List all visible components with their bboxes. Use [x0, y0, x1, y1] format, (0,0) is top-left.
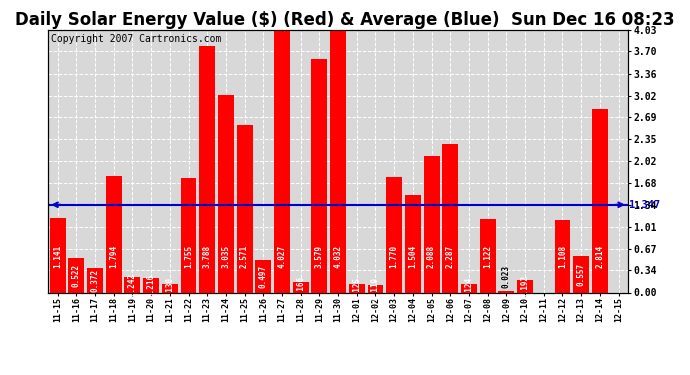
Bar	[386, 177, 402, 292]
Text: 1.108: 1.108	[558, 245, 567, 268]
Text: 1.141: 1.141	[53, 245, 62, 268]
Text: 1.347: 1.347	[629, 200, 660, 210]
Text: 1.755: 1.755	[184, 245, 193, 268]
Bar	[424, 156, 440, 292]
Bar	[368, 285, 384, 292]
Bar	[573, 256, 589, 292]
Text: 1.794: 1.794	[109, 245, 118, 268]
Text: 0.497: 0.497	[259, 265, 268, 288]
Text: 2.287: 2.287	[446, 245, 455, 268]
Text: 2.571: 2.571	[240, 245, 249, 268]
Bar	[461, 284, 477, 292]
Text: 1.770: 1.770	[390, 245, 399, 268]
Bar	[162, 284, 178, 292]
Bar	[181, 178, 197, 292]
Text: 2.814: 2.814	[595, 245, 604, 268]
Text: Copyright 2007 Cartronics.com: Copyright 2007 Cartronics.com	[51, 34, 221, 44]
Bar	[255, 260, 271, 292]
Bar	[106, 176, 121, 292]
Bar	[592, 109, 608, 292]
Text: 3.579: 3.579	[315, 245, 324, 268]
Bar	[517, 280, 533, 292]
Bar	[293, 282, 308, 292]
Text: 1.122: 1.122	[483, 245, 492, 268]
Text: 0.192: 0.192	[520, 274, 529, 298]
Text: 0.242: 0.242	[128, 273, 137, 296]
Bar	[555, 220, 571, 292]
Bar	[442, 144, 458, 292]
Text: 0.119: 0.119	[371, 277, 380, 300]
Text: Daily Solar Energy Value ($) (Red) & Average (Blue)  Sun Dec 16 08:23: Daily Solar Energy Value ($) (Red) & Ave…	[15, 11, 675, 29]
Bar	[311, 59, 327, 292]
Text: 0.372: 0.372	[90, 269, 99, 292]
Bar	[218, 95, 234, 292]
Bar	[162, 284, 178, 292]
Text: 4.027: 4.027	[277, 245, 286, 268]
Bar	[311, 59, 327, 292]
Bar	[68, 258, 84, 292]
Bar	[106, 176, 121, 292]
Bar	[255, 260, 271, 292]
Bar	[68, 258, 84, 292]
Bar	[368, 285, 384, 292]
Bar	[349, 284, 365, 292]
Bar	[218, 95, 234, 292]
Bar	[592, 109, 608, 292]
Bar	[237, 125, 253, 292]
Bar	[405, 195, 421, 292]
Text: 0.166: 0.166	[296, 276, 305, 298]
Bar	[50, 218, 66, 292]
Bar	[386, 177, 402, 292]
Bar	[330, 30, 346, 292]
Bar	[498, 291, 514, 292]
Text: 3.788: 3.788	[203, 245, 212, 268]
Bar	[480, 219, 495, 292]
Text: 0.130: 0.130	[166, 277, 175, 300]
Bar	[274, 30, 290, 292]
Bar	[50, 218, 66, 292]
Bar	[424, 156, 440, 292]
Bar	[124, 277, 140, 292]
Bar	[405, 195, 421, 292]
Bar	[498, 291, 514, 292]
Bar	[349, 284, 365, 292]
Bar	[237, 125, 253, 292]
Bar	[293, 282, 308, 292]
Text: 0.522: 0.522	[72, 264, 81, 287]
Bar	[555, 220, 571, 292]
Bar	[480, 219, 495, 292]
Bar	[144, 278, 159, 292]
Bar	[124, 277, 140, 292]
Bar	[144, 278, 159, 292]
Text: 3.035: 3.035	[221, 245, 230, 268]
Bar	[442, 144, 458, 292]
Bar	[87, 268, 103, 292]
Text: 0.124: 0.124	[464, 277, 473, 300]
Text: 4.032: 4.032	[333, 245, 343, 268]
Bar	[517, 280, 533, 292]
Text: 1.504: 1.504	[408, 245, 417, 268]
Text: 0.216: 0.216	[147, 274, 156, 297]
Bar	[87, 268, 103, 292]
Text: 0.557: 0.557	[577, 263, 586, 286]
Bar	[274, 30, 290, 292]
Bar	[199, 46, 215, 292]
Bar	[573, 256, 589, 292]
Bar	[181, 178, 197, 292]
Bar	[199, 46, 215, 292]
Bar	[330, 30, 346, 292]
Text: 2.088: 2.088	[427, 245, 436, 268]
Text: 0.023: 0.023	[502, 265, 511, 288]
Text: 0.125: 0.125	[353, 277, 362, 300]
Bar	[461, 284, 477, 292]
